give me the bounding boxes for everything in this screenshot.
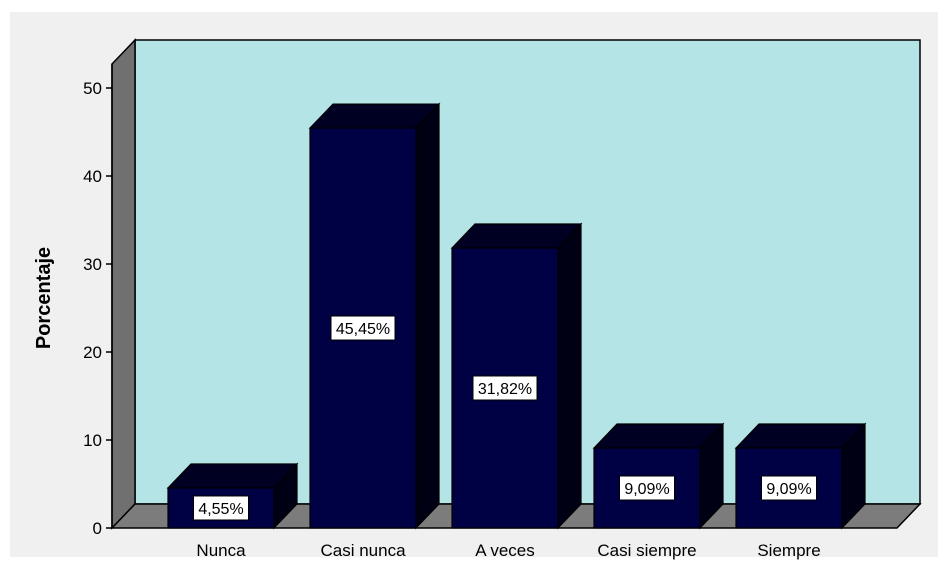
data-label-box	[761, 475, 817, 501]
data-label: 9,09%	[619, 475, 675, 501]
data-label-text: 9,09%	[624, 481, 669, 498]
data-label-text: 9,09%	[766, 481, 811, 498]
category-label: Nunca	[196, 541, 246, 560]
bar: 31,82%	[450, 222, 583, 530]
data-label: 45,45%	[330, 315, 396, 341]
y-tick-label: 50	[83, 79, 102, 98]
bar: 45,45%	[308, 102, 441, 530]
data-label-box	[330, 315, 396, 341]
category-label: Siempre	[757, 541, 820, 560]
y-tick-label: 20	[83, 343, 102, 362]
y-axis: 0 10 20 30 40 50	[83, 64, 113, 538]
bars: 4,55% 45,45% 31,82% 9,09% 9,09%	[166, 102, 867, 530]
data-label-box	[472, 375, 538, 401]
data-label: 9,09%	[761, 475, 817, 501]
bar: 9,09%	[734, 422, 867, 530]
x-axis-categories: Nunca Casi nunca A veces Casi siempre Siempr…	[196, 541, 820, 560]
bar: 9,09%	[592, 422, 725, 530]
data-label-text: 45,45%	[336, 321, 390, 338]
category-label: Casi nunca	[320, 541, 406, 560]
y-tick-label: 40	[83, 167, 102, 186]
y-tick-label: 30	[83, 255, 102, 274]
y-tick-label: 0	[93, 519, 102, 538]
bar-side-face	[415, 102, 440, 530]
bar: 4,55%	[166, 462, 299, 530]
y-axis-label: Porcentaje	[33, 247, 55, 349]
category-label: A veces	[475, 541, 535, 560]
data-label: 31,82%	[472, 375, 538, 401]
bar-side-face	[557, 222, 582, 530]
data-label-box	[193, 495, 249, 521]
data-label-text: 31,82%	[478, 381, 532, 398]
data-label-text: 4,55%	[198, 501, 243, 518]
data-label-box	[619, 475, 675, 501]
y-tick-label: 10	[83, 431, 102, 450]
side-wall	[111, 38, 136, 530]
data-label: 4,55%	[193, 495, 249, 521]
category-label: Casi siempre	[597, 541, 696, 560]
